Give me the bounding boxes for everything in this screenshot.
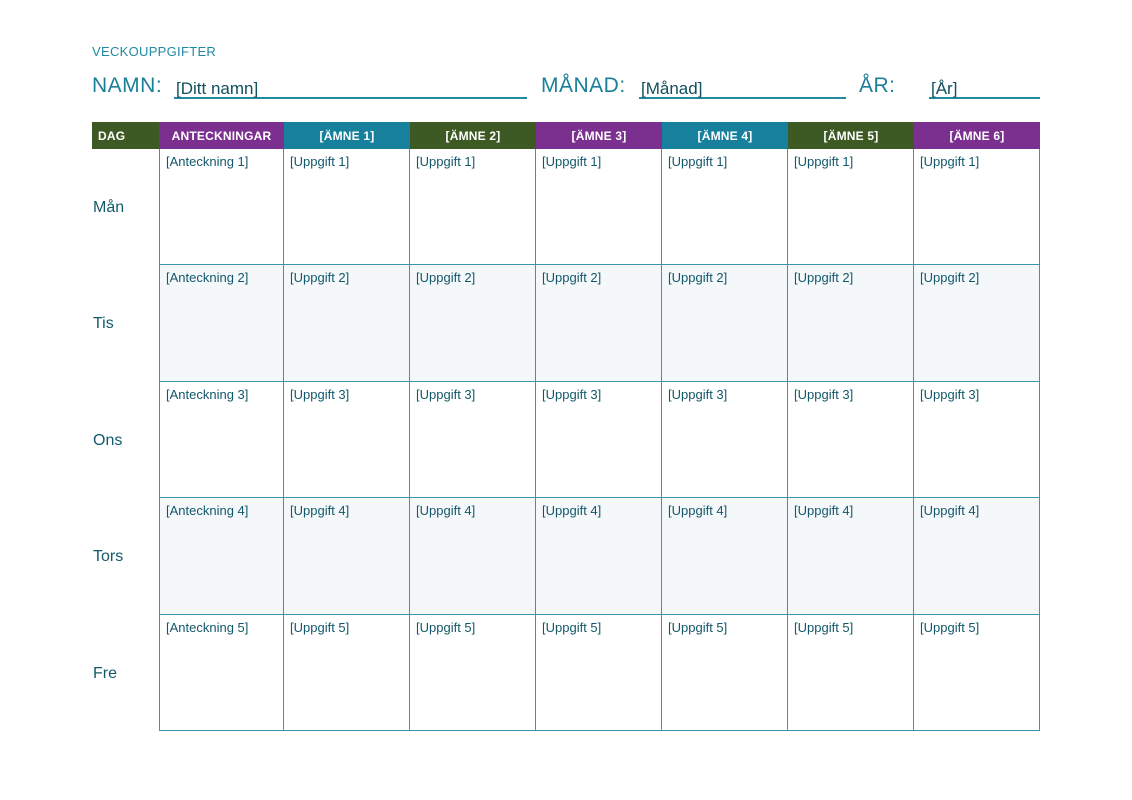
task-cell[interactable]: [Uppgift 4] <box>788 498 914 615</box>
day-label: Fre <box>93 664 117 682</box>
task-cell[interactable]: [Uppgift 3] <box>410 382 536 498</box>
task-cell[interactable]: [Uppgift 5] <box>410 615 536 731</box>
year-field[interactable]: [År] <box>929 72 1040 99</box>
task-cell[interactable]: [Uppgift 2] <box>662 265 788 382</box>
month-field[interactable]: [Månad] <box>639 72 846 99</box>
note-cell[interactable]: [Anteckning 1] <box>159 149 284 265</box>
task-cell[interactable]: [Uppgift 3] <box>914 382 1040 498</box>
task-cell[interactable]: [Uppgift 3] <box>284 382 410 498</box>
header-subject-3[interactable]: [ÄMNE 3] <box>536 122 662 149</box>
year-label: ÅR: <box>859 74 896 97</box>
task-cell[interactable]: [Uppgift 1] <box>662 149 788 265</box>
task-cell[interactable]: [Uppgift 2] <box>284 265 410 382</box>
note-cell[interactable]: [Anteckning 5] <box>159 615 284 731</box>
name-label: NAMN: <box>92 74 163 97</box>
note-cell[interactable]: [Anteckning 4] <box>159 498 284 615</box>
header-subject-5[interactable]: [ÄMNE 5] <box>788 122 914 149</box>
task-cell[interactable]: [Uppgift 4] <box>914 498 1040 615</box>
task-cell[interactable]: [Uppgift 5] <box>788 615 914 731</box>
header-day: DAG <box>92 122 159 149</box>
task-cell[interactable]: [Uppgift 3] <box>788 382 914 498</box>
task-cell[interactable]: [Uppgift 1] <box>536 149 662 265</box>
task-cell[interactable]: [Uppgift 5] <box>662 615 788 731</box>
task-cell[interactable]: [Uppgift 2] <box>410 265 536 382</box>
task-cell[interactable]: [Uppgift 2] <box>536 265 662 382</box>
task-cell[interactable]: [Uppgift 4] <box>662 498 788 615</box>
day-label: Mån <box>93 198 125 216</box>
task-cell[interactable]: [Uppgift 5] <box>284 615 410 731</box>
task-cell[interactable]: [Uppgift 1] <box>410 149 536 265</box>
task-cell[interactable]: [Uppgift 1] <box>788 149 914 265</box>
task-cell[interactable]: [Uppgift 1] <box>914 149 1040 265</box>
header-subject-4[interactable]: [ÄMNE 4] <box>662 122 788 149</box>
task-cell[interactable]: [Uppgift 5] <box>536 615 662 731</box>
header-subject-1[interactable]: [ÄMNE 1] <box>284 122 410 149</box>
month-label: MÅNAD: <box>541 74 626 97</box>
task-cell[interactable]: [Uppgift 4] <box>410 498 536 615</box>
task-cell[interactable]: [Uppgift 4] <box>284 498 410 615</box>
day-label: Tis <box>93 315 114 332</box>
task-cell[interactable]: [Uppgift 3] <box>536 382 662 498</box>
task-cell[interactable]: [Uppgift 4] <box>536 498 662 615</box>
day-label: Tors <box>93 548 124 565</box>
day-label: Ons <box>93 431 123 449</box>
note-cell[interactable]: [Anteckning 3] <box>159 382 284 498</box>
task-cell[interactable]: [Uppgift 3] <box>662 382 788 498</box>
document-title: VECKOUPPGIFTER <box>92 44 217 59</box>
header-subject-2[interactable]: [ÄMNE 2] <box>410 122 536 149</box>
weekly-tasks-table: DAG ANTECKNINGAR [ÄMNE 1] [ÄMNE 2] [ÄMNE… <box>92 122 1040 731</box>
name-field[interactable]: [Ditt namn] <box>174 72 527 99</box>
task-cell[interactable]: [Uppgift 2] <box>788 265 914 382</box>
task-cell[interactable]: [Uppgift 2] <box>914 265 1040 382</box>
header-notes: ANTECKNINGAR <box>159 122 284 149</box>
task-cell[interactable]: [Uppgift 1] <box>284 149 410 265</box>
note-cell[interactable]: [Anteckning 2] <box>159 265 284 382</box>
header-subject-6[interactable]: [ÄMNE 6] <box>914 122 1040 149</box>
task-cell[interactable]: [Uppgift 5] <box>914 615 1040 731</box>
